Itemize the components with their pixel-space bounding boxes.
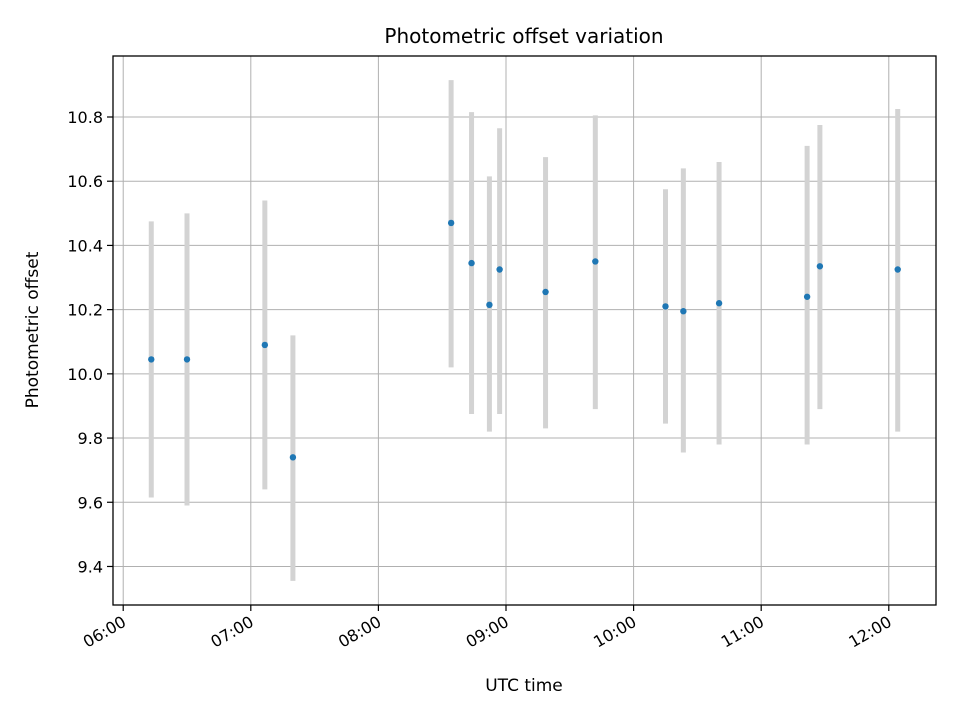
data-point <box>715 300 723 307</box>
data-point <box>261 341 269 349</box>
data-point <box>496 266 503 273</box>
data-point <box>662 303 669 310</box>
y-tick-label: 9.4 <box>78 557 103 576</box>
grid <box>113 56 936 605</box>
data-point <box>148 356 155 363</box>
data-point <box>447 219 455 227</box>
x-tick-label: 08:00 <box>335 612 384 652</box>
y-tick-label: 10.8 <box>67 108 103 127</box>
data-point <box>486 301 493 309</box>
x-tick-label: 11:00 <box>718 612 767 652</box>
x-tick-label: 10:00 <box>590 612 639 652</box>
data-point <box>680 308 687 315</box>
y-axis-ticks: 9.4 9.6 9.8 10.0 10.2 10.4 10.6 10.8 <box>67 108 113 576</box>
y-tick-label: 10.4 <box>67 236 103 255</box>
x-axis-ticks: 06:00 07:00 08:00 09:00 10:00 11:00 12:00 <box>80 605 895 652</box>
data-point <box>289 454 297 461</box>
data-point <box>803 293 811 300</box>
y-axis-label: Photometric offset <box>23 251 43 408</box>
error-bars <box>148 80 901 581</box>
data-point <box>894 266 901 273</box>
x-tick-label: 12:00 <box>845 612 894 652</box>
data-point <box>183 356 191 363</box>
data-point <box>592 258 599 265</box>
y-tick-label: 10.6 <box>67 172 103 191</box>
x-tick-label: 06:00 <box>80 612 129 652</box>
y-tick-label: 9.6 <box>78 493 103 512</box>
data-point <box>816 263 824 270</box>
y-tick-label: 10.2 <box>67 301 103 320</box>
plot-frame <box>112 55 937 606</box>
x-axis-label: UTC time <box>485 676 563 696</box>
x-tick-label: 09:00 <box>463 612 512 652</box>
y-tick-label: 10.0 <box>67 365 103 384</box>
y-tick-label: 9.8 <box>78 429 103 448</box>
data-point <box>542 288 549 296</box>
x-tick-label: 07:00 <box>207 612 256 652</box>
chart-title: Photometric offset variation <box>384 24 663 48</box>
data-point <box>468 259 475 267</box>
data-points <box>148 219 901 461</box>
